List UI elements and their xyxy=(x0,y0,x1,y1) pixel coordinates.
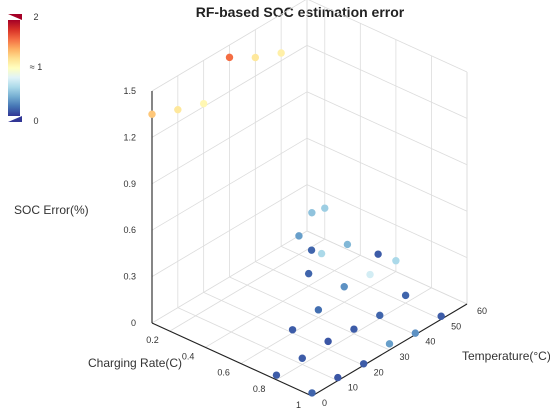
back-wall-gridline xyxy=(151,230,308,324)
scatter-point[interactable] xyxy=(298,354,306,362)
floor-gridline xyxy=(203,291,364,366)
scatter-point[interactable] xyxy=(199,99,208,108)
x-tick-label: 0.8 xyxy=(253,384,266,394)
scatter-point[interactable] xyxy=(277,49,285,57)
floor-gridline xyxy=(255,261,416,336)
tick-layer: 00.30.60.91.21.50.20.40.60.81 01020304050… xyxy=(123,86,487,408)
back-wall-gridline xyxy=(151,45,308,138)
z-tick-label: 0 xyxy=(131,318,136,328)
back-wall-gridline xyxy=(151,137,308,231)
scatter-point[interactable] xyxy=(174,105,182,114)
scatter-point[interactable] xyxy=(374,250,382,258)
back-wall-gridline xyxy=(151,0,307,92)
side-wall-gridline xyxy=(306,230,468,305)
visual-map-min-label: 0 xyxy=(33,116,38,126)
side-wall-gridline xyxy=(308,0,468,73)
z-tick-label: 0.9 xyxy=(123,179,136,189)
y-tick-label: 60 xyxy=(477,306,487,316)
y-axis-label: Temperature(°C) xyxy=(462,349,550,363)
x-tick-label: 0.4 xyxy=(182,351,195,361)
scatter-point[interactable] xyxy=(366,270,374,279)
back-wall-gridline xyxy=(151,184,308,277)
chart-title: RF-based SOC estimation error xyxy=(196,4,405,20)
x-tick-label: 1 xyxy=(296,400,301,408)
scatter-point[interactable] xyxy=(376,311,384,320)
scatter-point[interactable] xyxy=(324,337,332,346)
visual-map-max-handle[interactable] xyxy=(8,14,22,20)
scatter-point[interactable] xyxy=(385,340,394,348)
visual-map-mid-label: ≈ 1 xyxy=(30,62,42,72)
scatter-point[interactable] xyxy=(251,53,260,62)
scatter-point[interactable] xyxy=(334,373,342,382)
scatter-point[interactable] xyxy=(350,325,358,333)
y-tick-label: 20 xyxy=(374,367,384,377)
scatter-point[interactable] xyxy=(288,326,297,334)
scatter-point[interactable] xyxy=(308,209,316,217)
visual-map-max-label: 2 xyxy=(33,12,38,22)
z-tick-label: 0.3 xyxy=(123,272,136,282)
y-tick-label: 30 xyxy=(400,352,410,362)
points-layer xyxy=(148,49,445,397)
side-wall-gridline xyxy=(306,137,468,212)
scatter-point[interactable] xyxy=(225,53,234,62)
scatter-point[interactable] xyxy=(411,329,420,337)
scatter-point[interactable] xyxy=(343,240,352,249)
z-tick-label: 1.5 xyxy=(123,86,136,96)
side-wall-gridline xyxy=(306,45,468,119)
grid-layer xyxy=(151,0,468,397)
scatter-point[interactable] xyxy=(314,306,323,314)
scatter-point[interactable] xyxy=(340,283,348,291)
floor-gridline xyxy=(229,276,390,351)
scatter-point[interactable] xyxy=(308,389,316,397)
y-tick-label: 40 xyxy=(425,337,435,347)
visual-map-min-handle[interactable] xyxy=(8,116,22,122)
scatter-point[interactable] xyxy=(148,110,156,118)
visual-map[interactable]: 2 ≈ 1 0 xyxy=(8,12,42,126)
scatter-point[interactable] xyxy=(437,312,445,320)
scatter-point[interactable] xyxy=(321,204,329,212)
scatter-point[interactable] xyxy=(295,232,303,240)
scatter-point[interactable] xyxy=(304,269,313,278)
floor-gridline xyxy=(177,307,338,382)
x-axis-label: Charging Rate(C) xyxy=(88,356,182,370)
scatter-point[interactable] xyxy=(307,246,316,254)
y-tick-label: 10 xyxy=(348,383,358,393)
scatter-point[interactable] xyxy=(272,371,281,379)
x-tick-label: 0.6 xyxy=(217,368,230,378)
x-tick-label: 0.2 xyxy=(146,335,159,345)
back-wall-gridline xyxy=(151,91,308,185)
side-wall-gridline xyxy=(306,91,468,166)
floor-gridline xyxy=(281,245,442,320)
y-tick-label: 50 xyxy=(451,321,461,331)
axis-layer xyxy=(151,91,468,397)
visual-map-bar[interactable] xyxy=(8,20,20,116)
side-wall-gridline xyxy=(306,184,468,258)
scatter-point[interactable] xyxy=(401,291,410,300)
z-tick-label: 1.2 xyxy=(123,132,136,142)
y-tick-label: 0 xyxy=(322,398,327,408)
x-axis-line xyxy=(151,322,313,397)
scatter-point[interactable] xyxy=(317,249,326,258)
scatter-point[interactable] xyxy=(392,257,400,265)
z-axis-label: SOC Error(%) xyxy=(14,203,89,217)
scatter-point[interactable] xyxy=(359,360,368,368)
z-tick-label: 0.6 xyxy=(123,225,136,235)
